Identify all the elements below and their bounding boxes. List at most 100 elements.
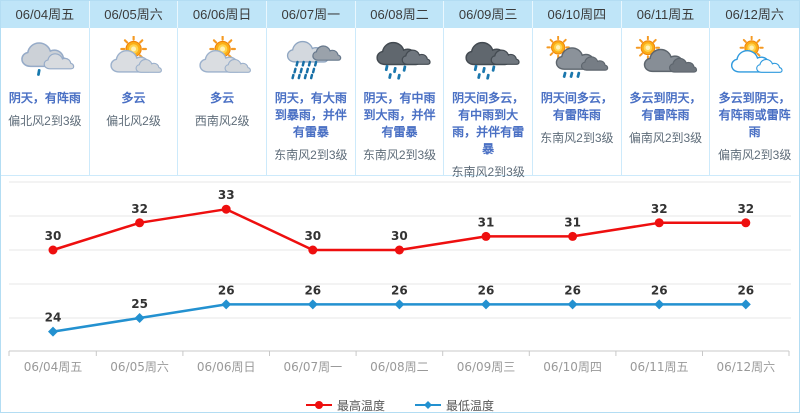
data-point-marker	[568, 231, 578, 241]
wind-info: 东南风2到3级	[362, 148, 437, 162]
data-point-marker	[134, 313, 145, 323]
wind-info: 东南风2到3级	[274, 148, 348, 162]
partly-cloudy-icon	[100, 35, 166, 81]
x-axis-label: 06/11周五	[630, 360, 689, 374]
data-point-marker	[481, 299, 491, 310]
wind-info: 偏北风2到3级	[8, 114, 82, 128]
data-point-marker	[740, 299, 751, 310]
weather-description: 多云	[121, 91, 146, 105]
moderate-heavy-rain-icon	[455, 35, 521, 81]
data-point-marker	[394, 299, 405, 310]
weather-description: 多云	[210, 91, 235, 105]
sun-white-cloud-icon	[722, 35, 788, 81]
data-point-label: 30	[45, 229, 62, 243]
forecast-day-column: 06/06周日 多云 西南风2级	[178, 1, 267, 175]
data-point-marker	[567, 299, 578, 310]
wind-info: 偏南风2到3级	[717, 148, 792, 162]
data-point-marker	[654, 218, 664, 228]
data-point-label: 25	[131, 297, 148, 311]
data-point-marker	[394, 245, 404, 255]
day-body: 阴天间多云，有中雨到大雨，并伴有雷暴 东南风2到3级	[444, 28, 533, 179]
legend-label: 最高温度	[336, 398, 385, 413]
forecast-day-column: 06/12周六 多云到阴天，有阵雨或雷阵雨 偏南风2到3级	[710, 1, 799, 175]
moderate-heavy-rain-icon	[366, 35, 432, 81]
day-date: 06/04周五	[1, 1, 90, 28]
data-point-label: 31	[478, 215, 495, 229]
legend-item: 最低温度	[415, 397, 495, 413]
day-date: 06/12周六	[710, 1, 799, 28]
weather-description: 多云到阴天，有阵雨或雷阵雨	[718, 91, 791, 139]
data-point-marker	[654, 299, 665, 310]
weather-description: 阴天，有阵雨	[8, 91, 81, 105]
overcast-shower-icon	[12, 35, 78, 81]
data-point-label: 26	[478, 283, 495, 297]
day-body: 多云 西南风2级	[178, 28, 267, 175]
forecast-day-column: 06/04周五 阴天，有阵雨 偏北风2到3级	[1, 1, 90, 175]
x-axis-label: 06/06周日	[197, 360, 256, 374]
day-date: 06/09周三	[444, 1, 533, 28]
day-body: 阴天，有大雨到暴雨，并伴有雷暴 东南风2到3级	[267, 28, 356, 175]
legend-item: 最高温度	[305, 397, 385, 413]
x-axis-label: 06/05周六	[110, 360, 169, 374]
data-point-label: 32	[131, 202, 148, 216]
data-point-marker	[48, 245, 58, 255]
legend-marker-high	[305, 401, 332, 409]
data-point-marker	[741, 218, 751, 228]
legend-marker-low	[415, 401, 441, 409]
temperature-line-chart: 06/04周五 06/05周六 06/06周日 06/07周一 06/08周二 06/09…	[8, 181, 791, 374]
x-axis-label: 06/08周二	[370, 360, 429, 374]
data-point-label: 26	[218, 283, 235, 297]
weather-description: 阴天间多云，有中雨到大雨，并伴有雷暴	[452, 91, 525, 156]
data-point-label: 33	[218, 188, 235, 202]
forecast-day-column: 06/08周二 阴天，有中雨到大雨，并伴有雷暴 东南风2到3级	[355, 1, 445, 175]
data-point-label: 26	[304, 283, 321, 297]
data-point-label: 26	[391, 283, 408, 297]
day-date: 06/06周日	[178, 1, 267, 28]
data-point-label: 31	[564, 215, 581, 229]
day-date: 06/07周一	[266, 1, 356, 28]
sun-cloud-thunder-shower-icon	[544, 35, 610, 81]
data-point-marker	[135, 218, 145, 228]
sun-dark-cloud-icon	[632, 35, 698, 81]
forecast-grid: 06/04周五 阴天，有阵雨 偏北风2到3级 06/05周六 多云 偏北风2级 …	[1, 1, 799, 179]
x-axis-label: 06/09周三	[457, 360, 516, 374]
x-axis-label: 06/04周五	[24, 360, 83, 374]
forecast-day-column: 06/05周六 多云 偏北风2级	[89, 1, 179, 175]
x-axis-label: 06/07周一	[284, 360, 343, 374]
day-date: 06/11周五	[621, 1, 711, 28]
day-date: 06/10周四	[532, 1, 622, 28]
weather-description: 阴天间多云，有雷阵雨	[540, 91, 613, 122]
heavy-rain-storm-icon	[278, 35, 344, 81]
day-date: 06/05周六	[89, 1, 179, 28]
day-date: 06/08周二	[355, 1, 445, 28]
forecast-day-column: 06/10周四 阴天间多云，有雷阵雨 东南风2到3级	[532, 1, 622, 175]
wind-info: 东南风2到3级	[540, 131, 614, 145]
data-point-label: 32	[651, 202, 668, 216]
day-body: 多云到阴天，有雷阵雨 偏南风2到3级	[622, 28, 711, 175]
x-axis-label: 06/10周四	[543, 360, 602, 374]
data-point-label: 30	[304, 229, 321, 243]
day-body: 阴天间多云，有雷阵雨 东南风2到3级	[533, 28, 622, 175]
weather-description: 阴天，有中雨到大雨，并伴有雷暴	[363, 91, 436, 139]
x-axis-label: 06/12周六	[717, 360, 776, 374]
data-point-marker	[308, 245, 318, 255]
data-point-label: 26	[737, 283, 754, 297]
weather-description: 阴天，有大雨到暴雨，并伴有雷暴	[274, 91, 347, 139]
data-point-label: 30	[391, 229, 408, 243]
legend-label: 最低温度	[446, 398, 495, 413]
data-point-label: 26	[651, 283, 668, 297]
data-point-label: 26	[564, 283, 581, 297]
wind-info: 东南风2到3级	[451, 165, 525, 179]
weather-description: 多云到阴天，有雷阵雨	[629, 91, 702, 122]
data-point-marker	[221, 299, 232, 310]
partly-cloudy-icon	[189, 35, 255, 81]
data-point-marker	[307, 299, 318, 310]
day-body: 阴天，有阵雨 偏北风2到3级	[1, 28, 90, 175]
forecast-day-column: 06/07周一 阴天，有大雨到暴雨，并伴有雷暴 东南风2到3级	[266, 1, 356, 175]
day-body: 多云到阴天，有阵雨或雷阵雨 偏南风2到3级	[710, 28, 799, 175]
forecast-day-column: 06/09周三 阴天间多云，有中雨到大雨，并伴有雷暴 东南风2到3级	[444, 1, 533, 179]
wind-info: 偏南风2到3级	[628, 131, 703, 145]
day-body: 阴天，有中雨到大雨，并伴有雷暴 东南风2到3级	[356, 28, 445, 175]
wind-info: 西南风2级	[194, 114, 250, 128]
